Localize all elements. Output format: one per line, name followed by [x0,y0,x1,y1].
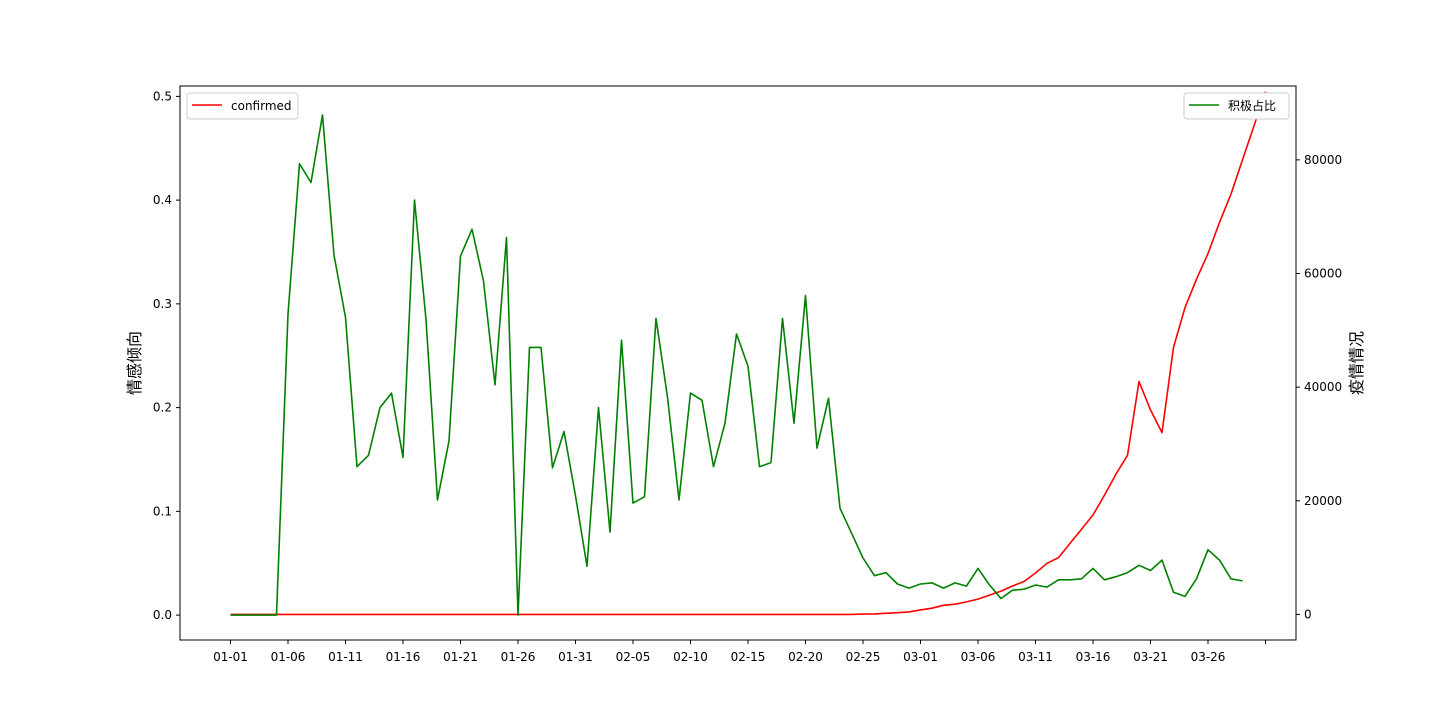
x-tick-label: 02-20 [788,650,823,664]
y-right-tick-label: 60000 [1304,267,1342,281]
y-left-tick-label: 0.3 [153,297,172,311]
y-right-tick-label: 80000 [1304,153,1342,167]
x-tick-label: 01-11 [328,650,363,664]
series-line-confirmed [230,91,1267,616]
x-tick-label: 03-26 [1191,650,1226,664]
x-tick-label: 01-06 [271,650,306,664]
x-tick-label: 02-15 [731,650,766,664]
x-tick-label: 01-21 [443,650,478,664]
series-lines [230,91,1267,616]
y-left-tick-label: 0.2 [153,401,172,415]
x-tick-label: 01-31 [558,650,593,664]
legend-left: confirmed [186,92,299,120]
series-line-positive-ratio [230,114,1243,616]
x-tick-label: 01-16 [386,650,421,664]
y-right-axis-ticks: 0 20000 40000 60000 80000 [1296,153,1342,621]
x-axis-ticks: 01-01 01-06 01-11 01-16 01-21 01-26 01-31 02-05… [213,640,1266,664]
x-tick-label: 02-05 [616,650,651,664]
y-left-tick-label: 0.0 [153,608,172,622]
x-tick-label: 01-01 [213,650,248,664]
plot-area [179,85,1297,641]
legend-right: 积极占比 [1183,92,1290,120]
y-right-axis-label: 疫情情况 [1347,331,1366,395]
x-tick-label: 01-26 [501,650,536,664]
y-right-tick-label: 40000 [1304,380,1342,394]
y-left-tick-label: 0.5 [153,89,172,103]
legend-label-confirmed: confirmed [231,99,292,113]
x-tick-label: 03-16 [1076,650,1111,664]
y-left-axis-label: 情感倾向 [125,331,144,395]
legend-label-positive-ratio: 积极占比 [1228,98,1276,113]
y-left-tick-label: 0.1 [153,504,172,518]
y-right-tick-label: 0 [1304,607,1312,621]
y-left-axis-ticks: 0.0 0.1 0.2 0.3 0.4 0.5 [153,89,180,622]
x-tick-label: 02-10 [673,650,708,664]
y-left-tick-label: 0.4 [153,193,172,207]
x-tick-label: 02-25 [846,650,881,664]
x-tick-label: 03-01 [903,650,938,664]
x-tick-label: 03-21 [1133,650,1168,664]
x-tick-label: 03-11 [1018,650,1053,664]
x-tick-label: 03-06 [961,650,996,664]
y-right-tick-label: 20000 [1304,494,1342,508]
